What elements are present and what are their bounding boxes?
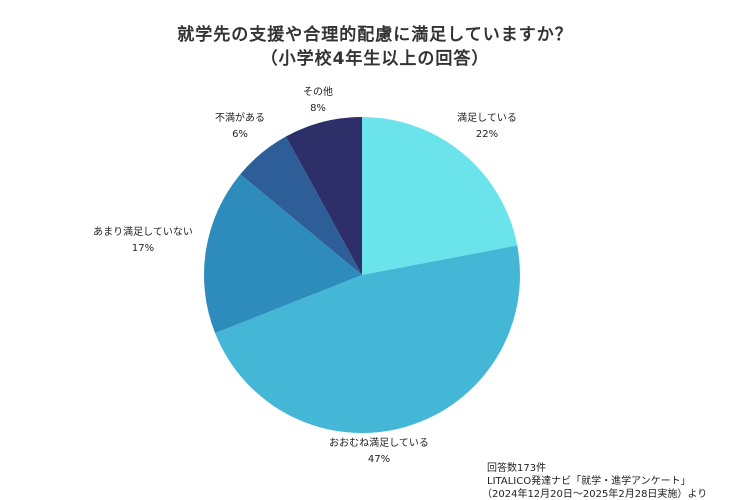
slice-value-label: 6% bbox=[232, 129, 248, 140]
slice-value-label: 8% bbox=[310, 103, 326, 114]
survey-period: （2024年12月20日～2025年2月28日実施）より bbox=[482, 489, 708, 500]
slice-label: 満足している bbox=[457, 112, 517, 124]
pie-slice bbox=[204, 174, 362, 334]
pie-slice bbox=[240, 136, 362, 275]
source-note: LITALICO発達ナビ「就学・進学アンケート」 bbox=[487, 476, 691, 487]
chart-subtitle: （小学校4年生以上の回答） bbox=[260, 49, 490, 69]
slice-label: 不満がある bbox=[215, 111, 265, 124]
pie-slice bbox=[215, 245, 520, 433]
slice-label: その他 bbox=[303, 85, 333, 98]
slice-value-label: 22% bbox=[476, 129, 498, 140]
slice-label: あまり満足していない bbox=[93, 226, 193, 238]
pie-slice bbox=[285, 117, 362, 275]
pie-slice bbox=[362, 117, 518, 275]
slice-label: おおむね満足している bbox=[329, 437, 429, 449]
slice-value-label: 17% bbox=[132, 243, 154, 254]
slice-value-label: 47% bbox=[368, 454, 390, 465]
response-count: 回答数173件 bbox=[487, 463, 547, 474]
chart-title: 就学先の支援や合理的配慮に満足していますか？ bbox=[177, 25, 573, 45]
